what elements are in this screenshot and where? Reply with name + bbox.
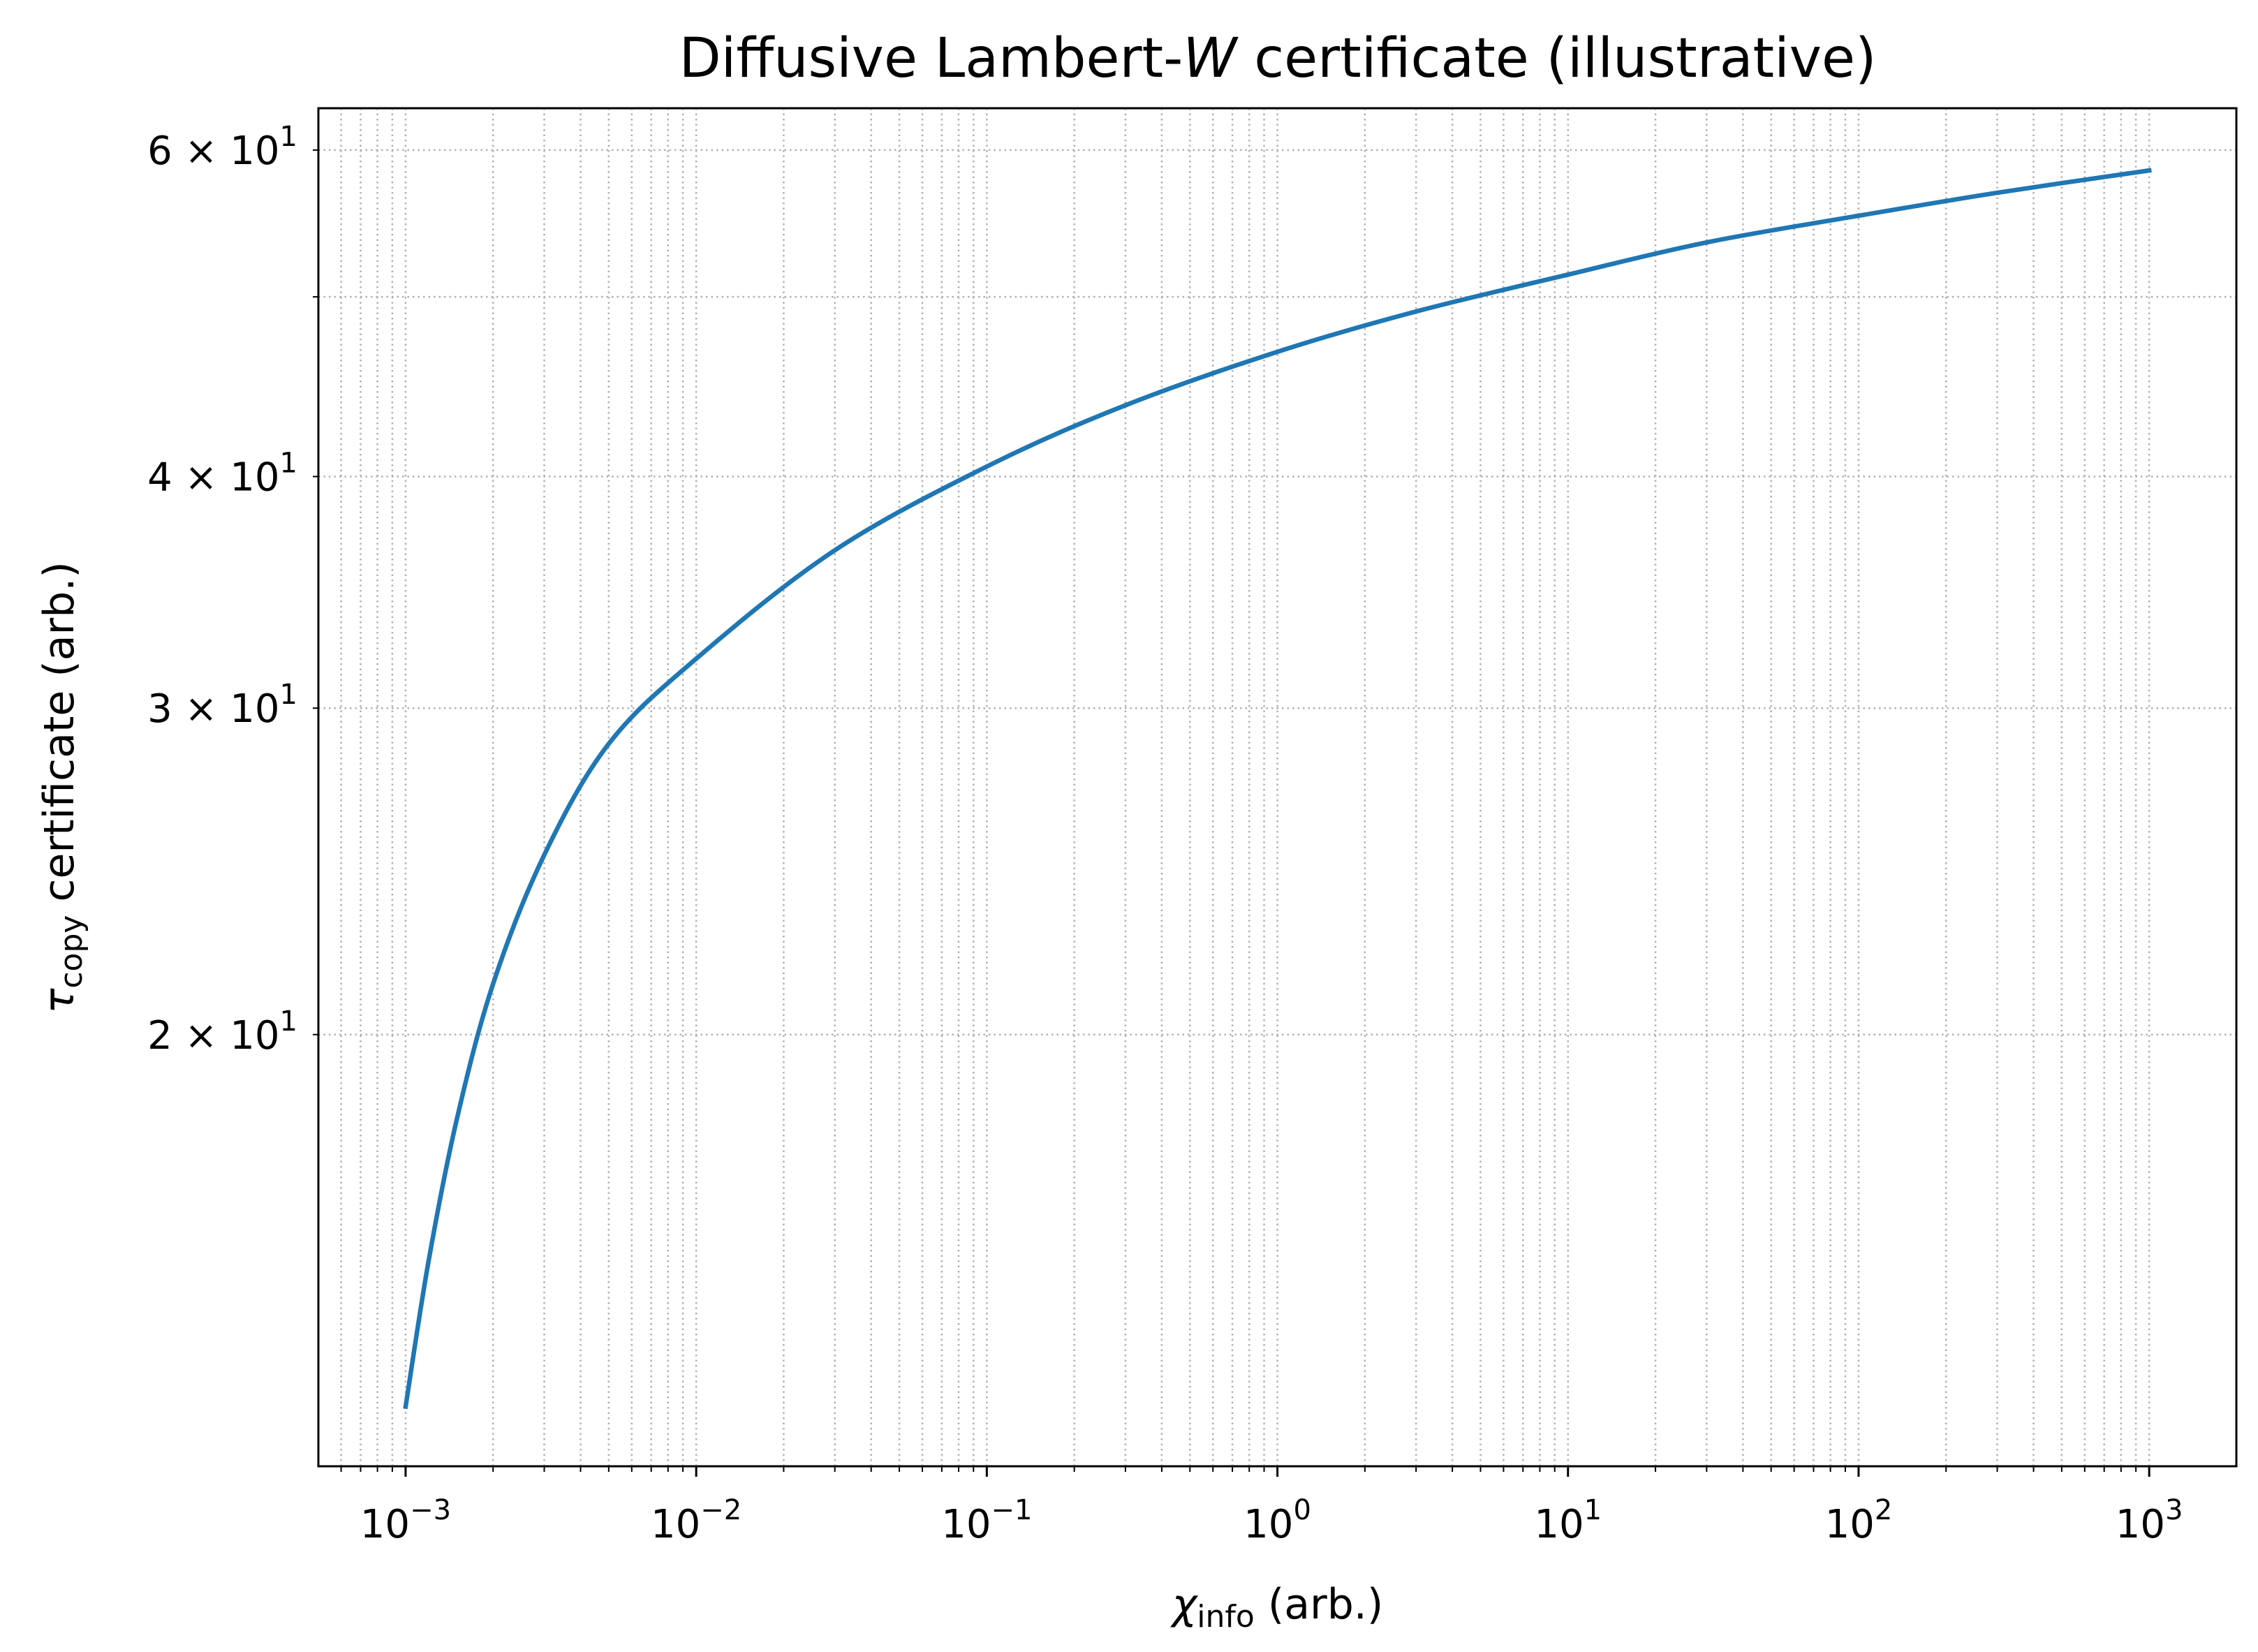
x-tick-label: 103: [2116, 1494, 2183, 1547]
title-part: certificate (illustrative): [1237, 27, 1876, 90]
tick-exponent: −2: [700, 1494, 741, 1526]
tick-exponent: 1: [280, 447, 297, 479]
y-tick-label: 2 × 101: [147, 1005, 297, 1059]
tick-base: 10: [651, 1502, 700, 1547]
grid: [318, 108, 2236, 1466]
tick-base: 3 × 10: [147, 686, 279, 732]
tick-base: 4 × 10: [147, 455, 279, 500]
y-tick-label: 3 × 101: [147, 679, 297, 732]
y-tick-label: 6 × 101: [147, 121, 297, 174]
y-axis-label: τcopy certificate (arb.): [35, 561, 89, 1014]
label-part: copy: [54, 915, 89, 989]
x-tick-label: 101: [1534, 1494, 1602, 1547]
label-part: χ: [1170, 1580, 1199, 1629]
tick-exponent: 1: [280, 1005, 297, 1038]
tick-exponent: 0: [1293, 1494, 1311, 1526]
tick-base: 10: [1825, 1502, 1875, 1547]
tick-base: 6 × 10: [147, 128, 279, 174]
axes-frame: [317, 107, 2238, 1468]
tick-exponent: 1: [280, 679, 297, 711]
x-tick-label: 100: [1244, 1494, 1311, 1547]
tick-exponent: 3: [2165, 1494, 2183, 1526]
tick-base: 10: [1534, 1502, 1584, 1547]
tick-base: 10: [360, 1502, 410, 1547]
tick-base: 10: [2116, 1502, 2165, 1547]
title-part: W: [1183, 27, 1239, 90]
tick-exponent: −3: [410, 1494, 451, 1526]
x-tick-label: 10−2: [651, 1494, 741, 1547]
tick-exponent: 2: [1875, 1494, 1892, 1526]
line-series: [403, 168, 2152, 1410]
label-part: certificate (arb.): [35, 561, 84, 915]
plot-area: [403, 168, 2152, 1410]
tick-base: 10: [941, 1502, 991, 1547]
title-part: Diffusive Lambert-: [679, 27, 1183, 90]
label-part: τ: [35, 988, 84, 1014]
x-axis-label: χinfo (arb.): [1170, 1580, 1384, 1635]
x-tick-label: 10−3: [360, 1494, 451, 1547]
chart-title: Diffusive Lambert-W certificate (illustr…: [679, 27, 1877, 90]
tick-base: 10: [1244, 1502, 1293, 1547]
x-tick-label: 102: [1825, 1494, 1893, 1547]
label-part: (arb.): [1255, 1580, 1383, 1629]
tick-base: 2 × 10: [147, 1013, 279, 1059]
y-tick-label: 4 × 101: [147, 447, 297, 500]
tick-exponent: 1: [280, 121, 297, 153]
tick-exponent: 1: [1584, 1494, 1602, 1526]
x-tick-label: 10−1: [941, 1494, 1032, 1547]
tick-exponent: −1: [991, 1494, 1032, 1526]
label-part: info: [1197, 1599, 1255, 1635]
